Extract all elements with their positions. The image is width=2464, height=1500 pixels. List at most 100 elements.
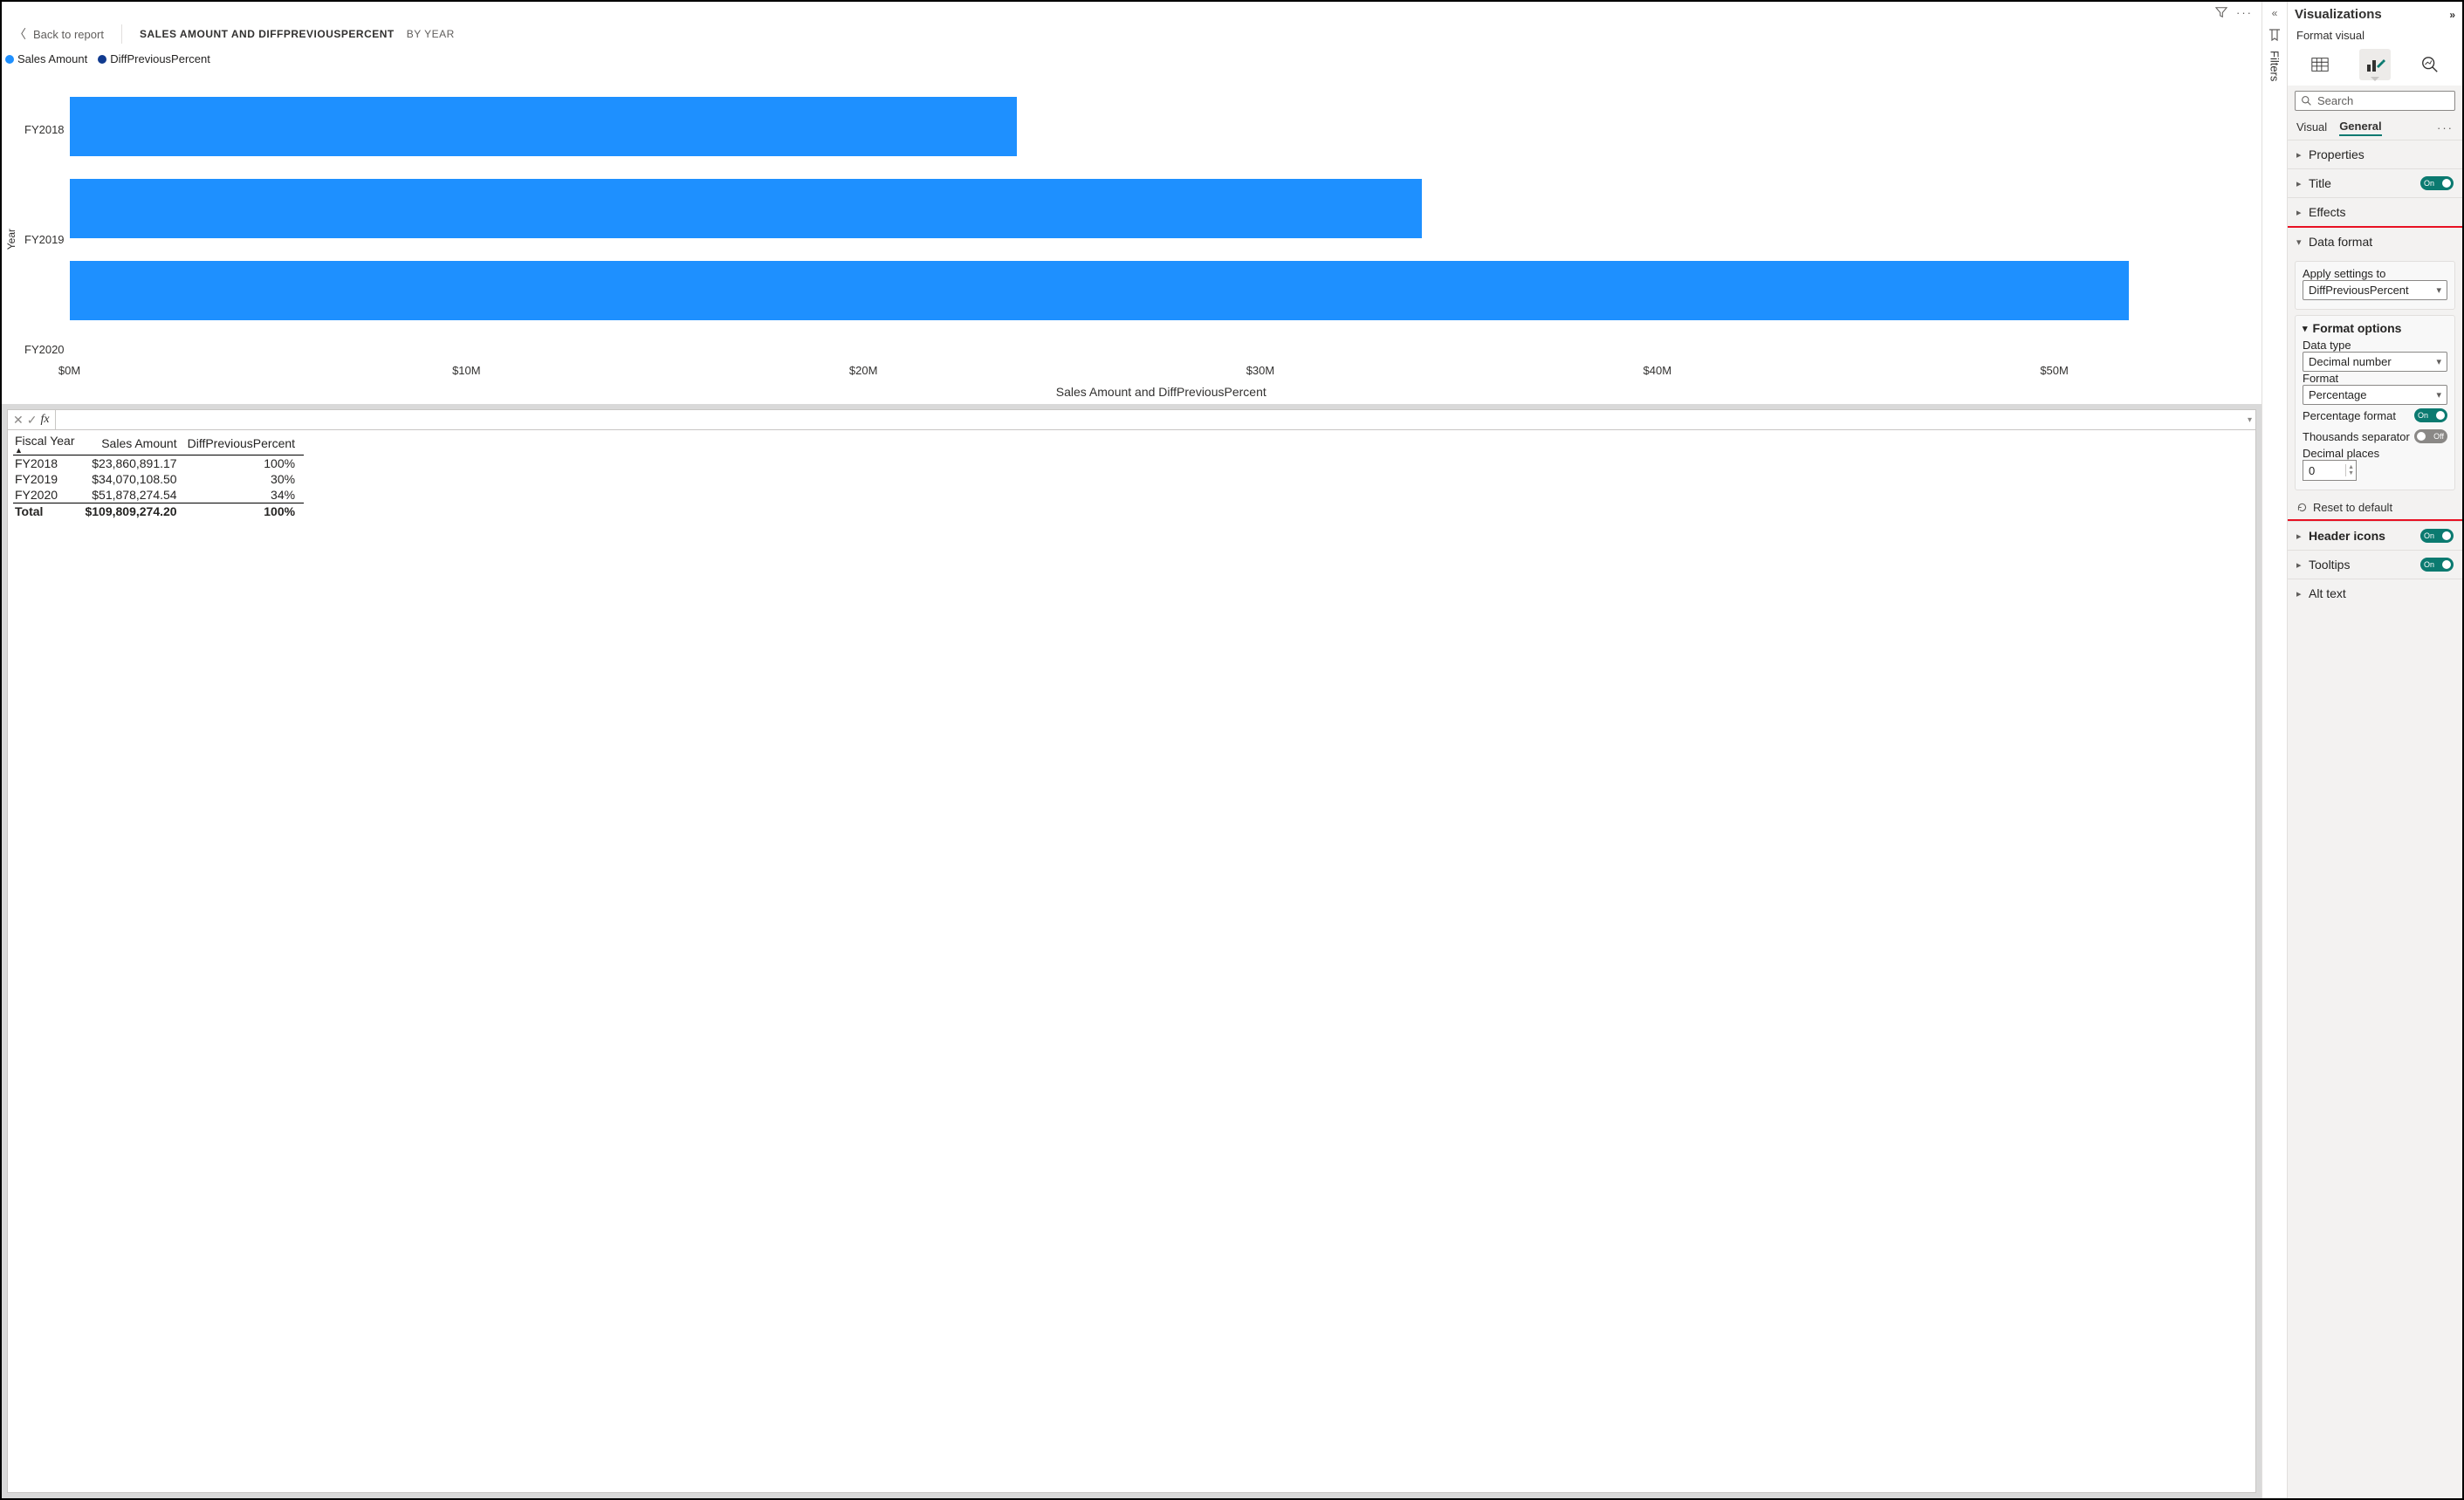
chart-container: Year FY2018FY2019FY2020 $0M$10M$20M$30M$…	[2, 71, 2262, 404]
reset-to-default[interactable]: Reset to default	[2288, 496, 2462, 519]
data-type-label: Data type	[2303, 339, 2447, 352]
x-tick-label: $50M	[2040, 364, 2069, 377]
breadcrumb: 〈 Back to report SALES AMOUNT AND DIFFPR…	[2, 21, 2262, 51]
data-type-value: Decimal number	[2309, 355, 2392, 368]
data-grid-region: ✕ ✓ fx ▾ Fiscal Year▲Sales AmountDiffPre…	[2, 404, 2262, 1498]
breadcrumb-subtitle: BY YEAR	[407, 28, 455, 40]
y-axis-label: Year	[3, 229, 19, 250]
tab-format-visual[interactable]	[2359, 49, 2391, 80]
section-data-format[interactable]: ▾ Data format	[2288, 228, 2462, 256]
filters-rail: « Filters	[2262, 2, 2287, 1498]
section-header-icons[interactable]: ▸ Header icons On	[2288, 522, 2462, 550]
formula-bar: ✕ ✓ fx ▾	[8, 410, 2255, 430]
chevron-down-icon: ▾	[2436, 356, 2441, 367]
section-effects[interactable]: ▸ Effects	[2288, 198, 2462, 226]
section-alt-text[interactable]: ▸ Alt text	[2288, 579, 2462, 607]
top-icon-row: ···	[2, 2, 2262, 21]
tab-build-visual[interactable]	[2304, 49, 2336, 80]
filter-icon[interactable]	[2215, 6, 2227, 18]
chevron-right-icon: ▸	[2296, 207, 2309, 218]
format-options-group: ▾ Format options Data type Decimal numbe…	[2295, 315, 2455, 490]
filters-pane-icon[interactable]	[2268, 28, 2282, 42]
tab-analytics[interactable]	[2414, 49, 2446, 80]
decimal-places-input[interactable]: 0 ▲▼	[2303, 460, 2357, 481]
format-tab-icons	[2288, 47, 2462, 86]
thousands-separator-label: Thousands separator	[2303, 430, 2410, 443]
apply-settings-dropdown[interactable]: DiffPreviousPercent ▾	[2303, 280, 2447, 300]
formula-bar-buttons: ✕ ✓ fx	[8, 411, 55, 429]
section-tooltips-label: Tooltips	[2309, 558, 2420, 572]
section-data-format-label: Data format	[2309, 235, 2454, 249]
legend-label-1: Sales Amount	[17, 52, 87, 65]
legend-dot-2	[98, 55, 106, 64]
apply-settings-group: Apply settings to DiffPreviousPercent ▾	[2295, 261, 2455, 310]
data-type-dropdown[interactable]: Decimal number ▾	[2303, 352, 2447, 372]
chevron-down-icon: ▾	[2436, 389, 2441, 401]
viz-panel-header: Visualizations »	[2288, 2, 2462, 27]
section-properties-label: Properties	[2309, 147, 2454, 161]
filters-label[interactable]: Filters	[2268, 51, 2282, 81]
x-tick-label: $10M	[452, 364, 481, 377]
legend-item-diff[interactable]: DiffPreviousPercent	[98, 52, 210, 65]
y-axis-ticks: FY2018FY2019FY2020	[19, 74, 70, 404]
tooltips-toggle[interactable]: On	[2420, 558, 2454, 572]
format-options-header[interactable]: ▾ Format options	[2303, 321, 2447, 339]
section-alt-text-label: Alt text	[2309, 586, 2454, 600]
thousands-separator-toggle[interactable]: Off	[2414, 429, 2447, 443]
chevron-right-icon: ▸	[2296, 149, 2309, 161]
decimal-places-value: 0	[2303, 464, 2345, 477]
thousands-separator-row: Thousands separator Off	[2303, 426, 2447, 447]
back-to-report[interactable]: 〈 Back to report	[14, 25, 104, 43]
spinner-icon[interactable]: ▲▼	[2345, 464, 2356, 476]
table-header[interactable]: DiffPreviousPercent	[186, 432, 304, 455]
chart-legend: Sales Amount DiffPreviousPercent	[2, 51, 2262, 71]
table-row[interactable]: FY2020$51,878,274.5434%	[13, 487, 304, 503]
viz-panel-body: Search Visual General ··· ▸ Properties ▸…	[2288, 86, 2462, 1498]
title-toggle[interactable]: On	[2420, 176, 2454, 190]
data-sheet: ✕ ✓ fx ▾ Fiscal Year▲Sales AmountDiffPre…	[7, 409, 2256, 1493]
viz-panel-subtitle: Format visual	[2288, 27, 2462, 47]
x-tick-label: $30M	[1246, 364, 1275, 377]
apply-settings-value: DiffPreviousPercent	[2309, 284, 2409, 297]
bar-row	[70, 97, 2253, 156]
more-icon[interactable]: ···	[2236, 6, 2253, 19]
table-row[interactable]: FY2019$34,070,108.5030%	[13, 471, 304, 487]
format-subtabs: Visual General ···	[2288, 116, 2462, 140]
format-dropdown[interactable]: Percentage ▾	[2303, 385, 2447, 405]
format-options-label: Format options	[2313, 321, 2402, 335]
formula-input[interactable]: ▾	[55, 410, 2255, 429]
section-title[interactable]: ▸ Title On	[2288, 169, 2462, 197]
chevron-down-icon: ▾	[2296, 236, 2309, 248]
chevron-right-icon: ▸	[2296, 178, 2309, 189]
bar[interactable]	[70, 261, 2130, 320]
percentage-format-label: Percentage format	[2303, 409, 2396, 422]
legend-item-sales[interactable]: Sales Amount	[5, 52, 87, 65]
bar[interactable]	[70, 179, 1423, 238]
data-table[interactable]: Fiscal Year▲Sales AmountDiffPreviousPerc…	[8, 430, 2255, 521]
fx-icon[interactable]: fx	[40, 413, 49, 427]
search-input[interactable]: Search	[2295, 91, 2455, 111]
subtab-more-icon[interactable]: ···	[2437, 121, 2454, 134]
percentage-format-toggle[interactable]: On	[2414, 408, 2447, 422]
table-row[interactable]: FY2018$23,860,891.17100%	[13, 455, 304, 472]
bar[interactable]	[70, 97, 1017, 156]
viz-panel-title: Visualizations	[2295, 7, 2382, 22]
table-header[interactable]: Sales Amount	[83, 432, 185, 455]
x-axis: $0M$10M$20M$30M$40M$50M	[70, 364, 2253, 383]
table-header[interactable]: Fiscal Year▲	[13, 432, 83, 455]
chevron-right-icon: ▸	[2296, 531, 2309, 542]
subtab-visual[interactable]: Visual	[2296, 120, 2327, 135]
header-icons-toggle[interactable]: On	[2420, 529, 2454, 543]
subtab-general[interactable]: General	[2339, 120, 2381, 136]
section-header-icons-label: Header icons	[2309, 529, 2420, 543]
collapse-filters-icon[interactable]: «	[2272, 7, 2278, 19]
chart-plot[interactable]	[70, 74, 2253, 362]
app-root: ··· 〈 Back to report SALES AMOUNT AND DI…	[0, 0, 2464, 1500]
expand-icon[interactable]: »	[2449, 9, 2455, 21]
section-properties[interactable]: ▸ Properties	[2288, 140, 2462, 168]
section-tooltips[interactable]: ▸ Tooltips On	[2288, 551, 2462, 579]
accept-icon[interactable]: ✓	[27, 413, 38, 428]
main-area: ··· 〈 Back to report SALES AMOUNT AND DI…	[2, 2, 2262, 1498]
bar-row	[70, 261, 2253, 320]
cancel-icon[interactable]: ✕	[13, 413, 24, 428]
